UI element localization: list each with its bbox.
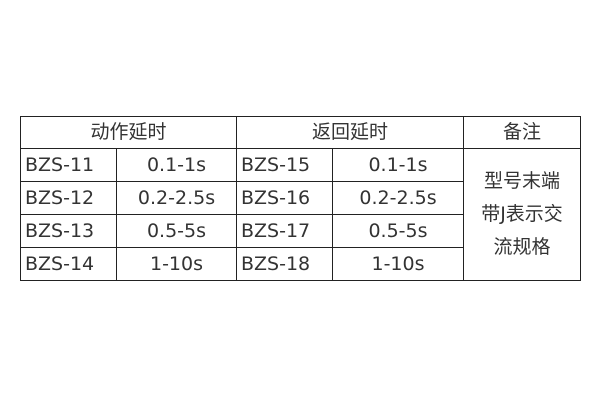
return-model: BZS-18 — [236, 247, 333, 281]
operate-model: BZS-13 — [20, 214, 117, 248]
table-row: BZS-11 0.1-1s BZS-15 0.1-1s 型号末端 带J表示交 流… — [20, 148, 581, 281]
table-row: BZS-13 0.5-5s BZS-17 0.5-5s — [20, 214, 581, 248]
table-row: BZS-12 0.2-2.5s BZS-16 0.2-2.5s — [20, 181, 581, 215]
return-model: BZS-17 — [236, 214, 333, 248]
operate-model: BZS-11 — [20, 148, 117, 182]
header-operate-delay: 动作延时 — [20, 116, 237, 149]
return-range: 0.2-2.5s — [332, 181, 464, 215]
remarks-line: 流规格 — [493, 236, 551, 258]
return-model: BZS-15 — [236, 148, 333, 182]
table-row: BZS-14 1-10s BZS-18 1-10s — [20, 247, 581, 281]
operate-range: 0.1-1s — [116, 148, 237, 182]
operate-model: BZS-14 — [20, 247, 117, 281]
remarks-cell: 型号末端 带J表示交 流规格 — [463, 148, 581, 281]
header-return-delay: 返回延时 — [236, 116, 464, 149]
return-range: 0.1-1s — [332, 148, 464, 182]
return-range: 0.5-5s — [332, 214, 464, 248]
header-remarks: 备注 — [463, 116, 581, 149]
delay-spec-table: 动作延时 返回延时 备注 BZS-11 0.1-1s BZS-15 0.1-1s… — [20, 116, 581, 281]
operate-model: BZS-12 — [20, 181, 117, 215]
operate-range: 0.2-2.5s — [116, 181, 237, 215]
return-model: BZS-16 — [236, 181, 333, 215]
operate-range: 0.5-5s — [116, 214, 237, 248]
return-range: 1-10s — [332, 247, 464, 281]
remarks-line: 带J表示交 — [481, 203, 563, 225]
remarks-line: 型号末端 — [483, 170, 560, 192]
header-row: 动作延时 返回延时 备注 — [20, 116, 581, 149]
operate-range: 1-10s — [116, 247, 237, 281]
